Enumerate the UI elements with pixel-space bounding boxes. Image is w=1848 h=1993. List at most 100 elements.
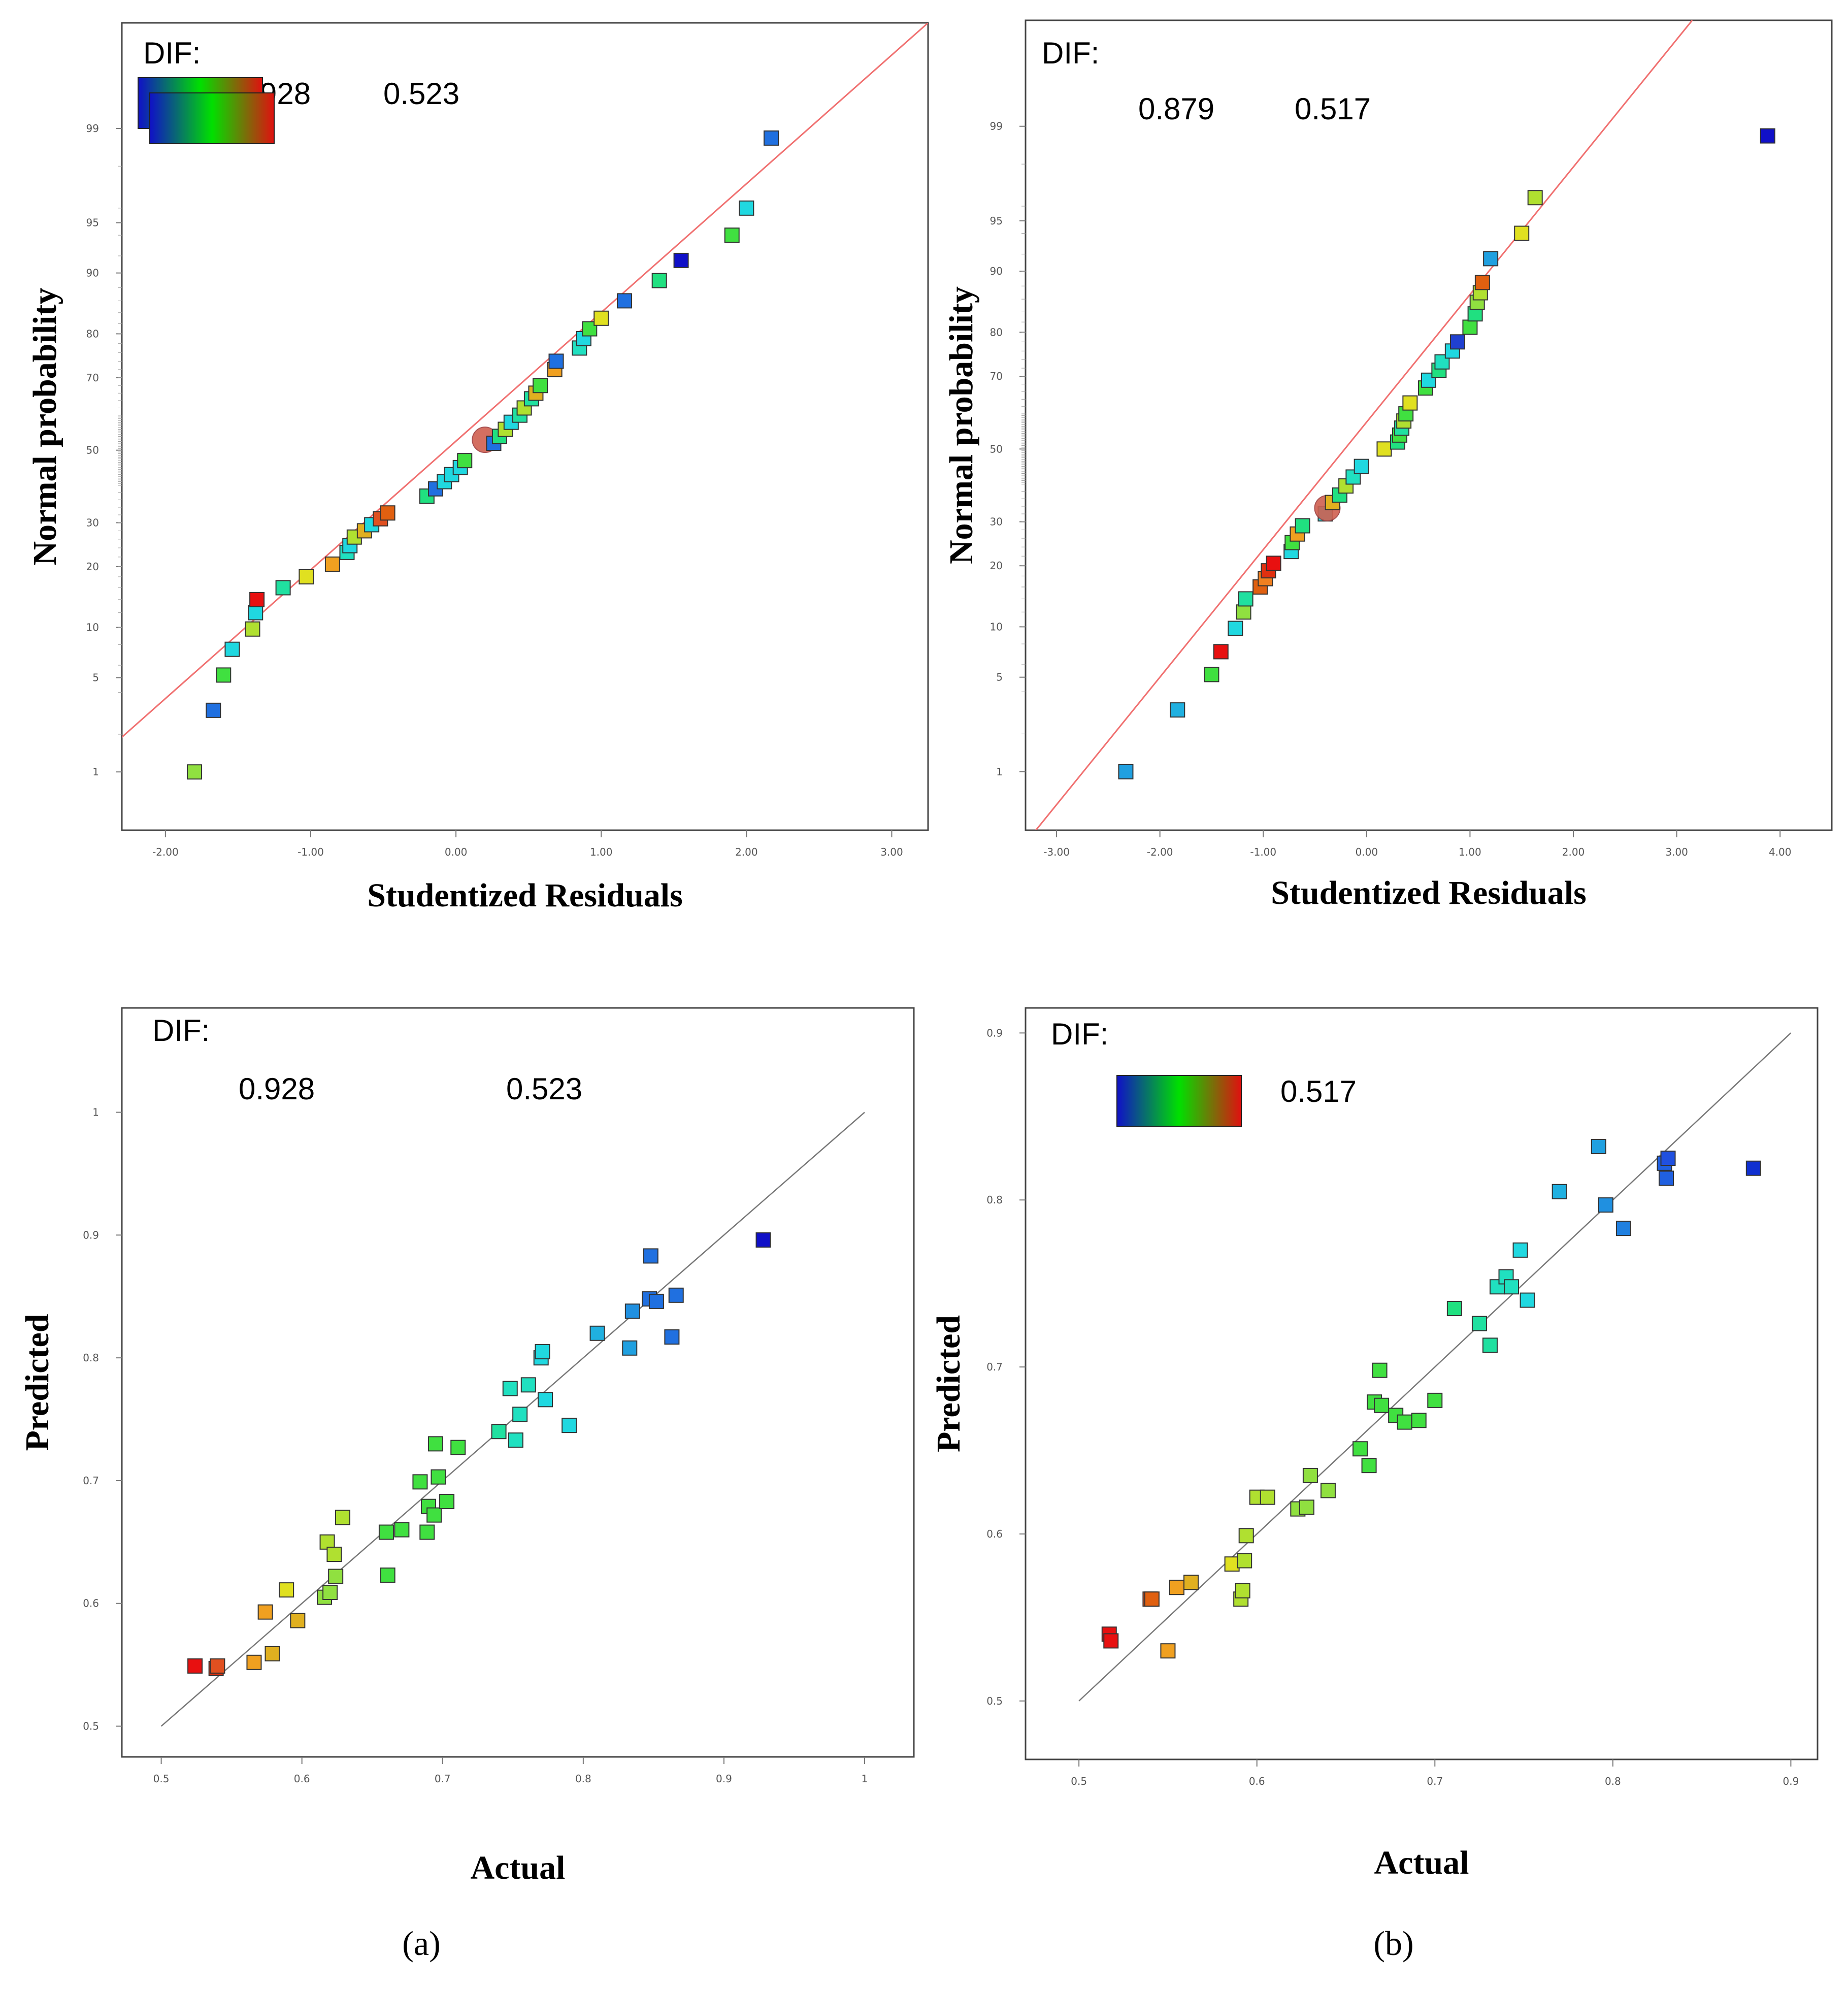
x-tick-label: 0.00 <box>1356 846 1378 858</box>
y-tick-label: 95 <box>86 217 99 229</box>
data-point <box>1235 1583 1250 1598</box>
y-tick-label: 1 <box>92 1106 99 1119</box>
data-point <box>1266 556 1281 571</box>
data-point <box>1354 459 1369 474</box>
x-tick-label: -2.00 <box>1147 846 1173 858</box>
data-point <box>1659 1170 1674 1186</box>
y-tick-label: 5 <box>92 672 99 684</box>
data-point <box>457 453 473 469</box>
data-point <box>427 1436 443 1452</box>
panel-caption: (a) <box>402 1924 440 1963</box>
data-point <box>1427 1392 1443 1408</box>
x-tick-label: -1.00 <box>1250 846 1276 858</box>
x-tick-label: 0.7 <box>435 1773 451 1785</box>
y-tick-label: 0.5 <box>83 1720 99 1733</box>
x-tick-label: 0.5 <box>153 1773 170 1785</box>
data-point <box>1352 1441 1368 1457</box>
data-point <box>439 1494 455 1510</box>
y-axis-title: Normal probability <box>943 286 980 564</box>
data-point <box>1446 1301 1462 1316</box>
data-point <box>380 1567 395 1583</box>
x-tick-label: -1.00 <box>298 846 324 858</box>
data-point <box>328 1569 344 1584</box>
data-point <box>1591 1138 1606 1154</box>
data-point <box>589 1325 605 1341</box>
x-axis-title: Actual <box>471 1849 566 1886</box>
x-tick-label: 4.00 <box>1769 846 1792 858</box>
x-tick-label: -2.00 <box>152 846 179 858</box>
legend-low-value: 0.517 <box>1280 1074 1357 1108</box>
x-tick-label: -3.00 <box>1043 846 1070 858</box>
y-tick-label: 0.8 <box>83 1352 99 1364</box>
data-point <box>1471 1316 1487 1331</box>
legend-low-value: 0.523 <box>383 77 459 111</box>
data-point <box>1482 1337 1498 1353</box>
plot-frame <box>121 1007 915 1758</box>
data-point <box>616 293 632 309</box>
data-point <box>1237 1553 1252 1569</box>
data-point <box>1118 764 1134 779</box>
chart-panel-a-normal: -2.00 -1.00 0.00 1.00 2.00 3.00 1 5 10 20 30 50 70 80… <box>26 22 929 914</box>
x-axis-title: Studentized Residuals <box>1271 874 1587 911</box>
x-tick-label: 1.00 <box>590 846 613 858</box>
data-point <box>1302 1467 1318 1483</box>
data-point <box>763 130 779 146</box>
data-point <box>1474 275 1490 290</box>
y-tick-label: 50 <box>86 444 99 456</box>
legend-color-bar <box>1116 1075 1242 1127</box>
data-point <box>412 1474 428 1490</box>
data-point <box>378 1524 394 1540</box>
data-point <box>520 1377 536 1393</box>
data-point <box>1660 1151 1676 1166</box>
data-point <box>426 1507 442 1523</box>
data-point <box>450 1440 466 1455</box>
data-point <box>206 702 221 718</box>
data-point <box>1183 1575 1199 1590</box>
y-tick-label: 0.9 <box>986 1027 1003 1039</box>
data-point <box>290 1613 306 1628</box>
data-point <box>1745 1160 1761 1176</box>
data-point <box>593 310 609 326</box>
data-point <box>394 1522 410 1538</box>
y-tick-label: 0.8 <box>986 1194 1003 1206</box>
data-point <box>622 1340 638 1356</box>
data-point <box>1170 702 1185 718</box>
data-point <box>1236 604 1251 620</box>
y-tick-label: 80 <box>990 326 1003 338</box>
x-tick-label: 3.00 <box>1665 846 1688 858</box>
y-tick-label: 0.6 <box>83 1597 99 1610</box>
x-tick-label: 0.7 <box>1427 1775 1443 1787</box>
data-point <box>299 569 314 584</box>
x-tick-label: 2.00 <box>735 846 758 858</box>
data-point <box>739 200 754 216</box>
data-point <box>245 621 260 637</box>
data-point <box>1238 1528 1254 1544</box>
data-point <box>216 667 232 683</box>
y-axis-title: Predicted <box>930 1315 967 1452</box>
legend-low-value: 0.517 <box>1295 92 1371 126</box>
data-point <box>249 592 265 607</box>
data-point <box>224 641 240 657</box>
data-point <box>1372 1362 1388 1378</box>
x-tick-label: 2.00 <box>1562 846 1585 858</box>
data-point <box>1160 1643 1176 1659</box>
legend-title: DIF: <box>1042 36 1099 70</box>
y-tick-label: 70 <box>86 372 99 384</box>
legend-color-bar <box>149 92 275 144</box>
data-point <box>1598 1197 1613 1213</box>
data-point <box>502 1381 518 1396</box>
data-point <box>1260 1489 1275 1505</box>
data-point <box>1504 1279 1520 1295</box>
y-tick-label: 1 <box>92 766 99 778</box>
plot-frame <box>1025 1007 1819 1760</box>
fit-line <box>1035 20 1693 830</box>
legend-title: DIF: <box>152 1014 210 1048</box>
y-tick-label: 0.7 <box>986 1361 1003 1373</box>
data-point <box>1238 591 1253 607</box>
data-point <box>1483 251 1499 267</box>
data-point <box>1169 1580 1184 1595</box>
legend-title: DIF: <box>1051 1017 1108 1051</box>
y-tick-label: 0.9 <box>83 1229 99 1241</box>
y-tick-label: 20 <box>990 560 1003 572</box>
